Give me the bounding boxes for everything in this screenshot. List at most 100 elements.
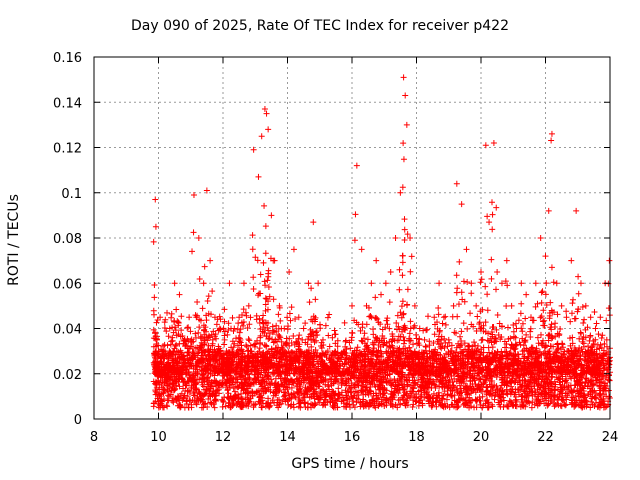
background-point: [276, 333, 283, 340]
spread-point: [196, 276, 203, 283]
background-point: [598, 378, 605, 385]
spread-point: [204, 297, 211, 304]
spread-point: [153, 319, 160, 326]
spread-point: [400, 156, 407, 163]
background-point: [586, 337, 593, 344]
spread-point: [188, 339, 195, 346]
background-point: [451, 375, 458, 382]
background-point: [425, 313, 432, 320]
background-point: [229, 314, 236, 321]
background-point: [557, 325, 564, 332]
background-point: [331, 327, 338, 334]
spread-point: [270, 296, 277, 303]
background-point: [224, 331, 231, 338]
background-point: [430, 340, 437, 347]
background-point: [528, 404, 535, 411]
background-point: [183, 398, 190, 405]
background-point: [457, 333, 464, 340]
peak-point: [373, 257, 380, 264]
background-point: [413, 331, 420, 338]
background-point: [304, 336, 311, 343]
spread-point: [173, 341, 180, 348]
spread-point: [275, 311, 282, 318]
background-point: [554, 311, 561, 318]
spread-point: [284, 314, 291, 321]
background-point: [474, 313, 481, 320]
background-point: [590, 340, 597, 347]
background-point: [267, 381, 274, 388]
spread-point: [351, 237, 358, 244]
background-point: [439, 320, 446, 327]
spread-point: [401, 337, 408, 344]
spread-point: [201, 263, 208, 270]
peak-point: [378, 291, 385, 298]
spread-point: [306, 299, 313, 306]
spread-point: [205, 293, 212, 300]
spread-point: [288, 304, 295, 311]
background-point: [527, 325, 534, 332]
spread-point: [250, 285, 257, 292]
peak-point: [245, 302, 252, 309]
background-point: [484, 396, 491, 403]
background-point: [475, 382, 482, 389]
background-point: [282, 340, 289, 347]
spread-point: [399, 252, 406, 259]
background-point: [357, 327, 364, 334]
spread-point: [372, 294, 379, 301]
background-point: [502, 344, 509, 351]
peak-point: [368, 280, 375, 287]
background-point: [213, 398, 220, 405]
background-point: [188, 404, 195, 411]
background-point: [284, 326, 291, 333]
peak-point: [186, 314, 193, 321]
background-point: [498, 398, 505, 405]
spread-point: [261, 202, 268, 209]
background-point: [207, 399, 214, 406]
background-point: [523, 331, 530, 338]
background-point: [161, 341, 168, 348]
background-point: [295, 335, 302, 342]
spread-point: [277, 317, 284, 324]
background-point: [225, 400, 232, 407]
spread-point: [262, 223, 269, 230]
x-axis-label: GPS time / hours: [291, 456, 409, 472]
background-point: [211, 404, 218, 411]
spread-point: [168, 338, 175, 345]
peak-point: [286, 268, 293, 275]
background-point: [504, 324, 511, 331]
background-point: [580, 340, 587, 347]
spread-point: [253, 316, 260, 323]
background-point: [442, 321, 449, 328]
background-point: [558, 403, 565, 410]
peak-point: [310, 219, 317, 226]
background-point: [534, 334, 541, 341]
background-point: [311, 339, 318, 346]
background-point: [484, 337, 491, 344]
spread-point: [246, 337, 253, 344]
background-point: [601, 340, 608, 347]
background-point: [398, 379, 405, 386]
background-point: [396, 401, 403, 408]
spread-point: [178, 313, 185, 320]
background-point: [432, 384, 439, 391]
peak-point: [397, 189, 404, 196]
peak-point: [392, 235, 399, 241]
peak-point: [358, 246, 365, 253]
background-point: [291, 393, 298, 400]
spread-point: [150, 307, 157, 314]
spread-point: [262, 250, 269, 257]
background-point: [247, 314, 254, 321]
background-point: [184, 388, 191, 395]
background-point: [191, 392, 198, 399]
background-point: [161, 324, 168, 331]
chart-title: Day 090 of 2025, Rate Of TEC Index for r…: [131, 18, 509, 34]
spread-point: [396, 266, 403, 273]
background-point: [537, 314, 544, 321]
spread-point: [199, 305, 206, 312]
background-point: [164, 309, 171, 316]
peak-point: [226, 280, 233, 287]
background-point: [326, 311, 333, 318]
background-point: [488, 401, 495, 408]
background-point: [489, 344, 496, 351]
